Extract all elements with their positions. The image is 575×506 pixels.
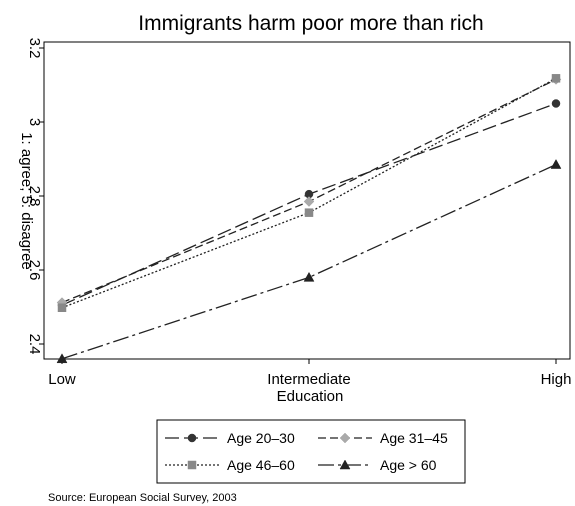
y-tick-label: 2.4 [26, 334, 43, 355]
legend-box [156, 419, 466, 484]
data-point [304, 208, 314, 217]
legend-label: Age > 60 [380, 457, 437, 473]
legend-marker [187, 460, 197, 470]
legend: Age 20–30 Age 31–45 Age 46–60 Age > 60 [165, 430, 448, 473]
data-point [551, 99, 561, 108]
legend-label: Age 20–30 [227, 430, 295, 446]
data-point [56, 353, 68, 364]
legend-label: Age 31–45 [380, 430, 448, 446]
series-line [61, 163, 557, 360]
data-point [551, 74, 561, 83]
legend-item: Age 20–30 [165, 430, 295, 446]
legend-marker [339, 432, 351, 444]
series-4 [56, 159, 562, 364]
series-layer [56, 74, 562, 364]
y-axis: 2.4 2.6 2.8 3 3.2 [26, 38, 44, 355]
y-tick-label: 3 [26, 118, 43, 126]
y-tick-label: 2.6 [26, 260, 43, 281]
legend-label: Age 46–60 [227, 457, 295, 473]
data-point [550, 159, 562, 169]
y-tick-label: 3.2 [26, 38, 43, 59]
data-point [303, 271, 315, 282]
series-3 [57, 74, 561, 312]
source-note: Source: European Social Survey, 2003 [48, 492, 237, 504]
y-tick-label: 2.8 [26, 186, 43, 207]
y-axis-label: 1: agree; 5: disagree [18, 132, 35, 270]
legend-item: Age > 60 [318, 457, 437, 473]
legend-marker [339, 459, 351, 470]
x-axis-label: Education [277, 388, 344, 405]
x-tick-label: High [541, 371, 572, 388]
legend-item: Age 46–60 [165, 457, 295, 473]
x-tick-label: Intermediate [267, 371, 350, 388]
legend-item: Age 31–45 [318, 430, 448, 446]
x-tick-label: Low [48, 371, 76, 388]
data-point [303, 196, 315, 207]
data-point [57, 303, 67, 312]
chart-title: Immigrants harm poor more than rich [138, 12, 483, 35]
legend-marker [187, 433, 197, 443]
x-axis: Low Intermediate High [48, 359, 571, 388]
